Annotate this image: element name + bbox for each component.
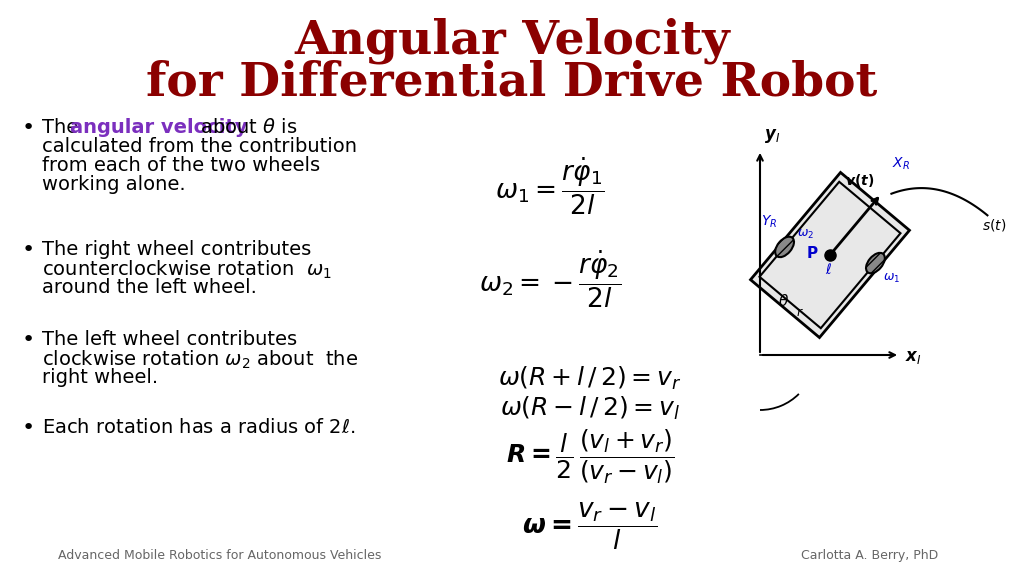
Text: •: • [22,240,35,260]
Text: $\boldsymbol{R = \dfrac{l}{2}\,\dfrac{(v_l + v_r)}{(v_r - v_l)}}$: $\boldsymbol{R = \dfrac{l}{2}\,\dfrac{(v… [506,428,674,486]
Bar [760,182,900,328]
Text: Each rotation has a radius of $2\ell$.: Each rotation has a radius of $2\ell$. [42,418,355,437]
Text: $r$: $r$ [797,306,804,319]
Text: $\omega(R + l\,/\,2) = v_r$: $\omega(R + l\,/\,2) = v_r$ [499,365,682,392]
Bar [751,172,909,338]
Text: $\omega_1$: $\omega_1$ [884,271,901,285]
Ellipse shape [775,237,794,257]
Text: working alone.: working alone. [42,175,185,194]
Text: •: • [22,418,35,438]
Text: $X_R$: $X_R$ [893,156,910,172]
Text: $\ell$: $\ell$ [825,262,831,277]
Text: $\boldsymbol{x}_I$: $\boldsymbol{x}_I$ [905,348,922,366]
Text: •: • [22,330,35,350]
Text: $\boldsymbol{v(t)}$: $\boldsymbol{v(t)}$ [845,172,874,189]
Text: $\boldsymbol{y}_I$: $\boldsymbol{y}_I$ [764,127,780,145]
Ellipse shape [866,253,885,274]
Text: The: The [42,118,85,137]
Text: counterclockwise rotation  $\omega_1$: counterclockwise rotation $\omega_1$ [42,259,332,281]
Text: P: P [807,245,817,260]
Text: from each of the two wheels: from each of the two wheels [42,156,321,175]
Text: for Differential Drive Robot: for Differential Drive Robot [146,60,878,106]
Text: $\boldsymbol{\omega = \dfrac{v_r - v_l}{l}}$: $\boldsymbol{\omega = \dfrac{v_r - v_l}{… [522,500,657,552]
Text: angular velocity: angular velocity [70,118,248,137]
Text: $Y_R$: $Y_R$ [761,213,777,230]
Text: Angular Velocity: Angular Velocity [294,18,730,65]
Text: The right wheel contributes: The right wheel contributes [42,240,311,259]
Text: •: • [22,118,35,138]
Text: $\omega_2$: $\omega_2$ [797,228,814,241]
Text: Carlotta A. Berry, PhD: Carlotta A. Berry, PhD [802,549,939,562]
Text: calculated from the contribution: calculated from the contribution [42,137,357,156]
Text: The left wheel contributes: The left wheel contributes [42,330,297,349]
Text: about $\theta$ is: about $\theta$ is [194,118,297,137]
Text: Advanced Mobile Robotics for Autonomous Vehicles: Advanced Mobile Robotics for Autonomous … [58,549,382,562]
Text: $\omega(R - l\,/\,2) = v_l$: $\omega(R - l\,/\,2) = v_l$ [500,395,680,422]
Text: right wheel.: right wheel. [42,368,158,387]
Text: $\omega_1 = \dfrac{r\dot{\varphi}_1}{2l}$: $\omega_1 = \dfrac{r\dot{\varphi}_1}{2l}… [495,155,605,217]
Text: clockwise rotation $\omega_2$ about  the: clockwise rotation $\omega_2$ about the [42,349,358,372]
Text: $\theta$: $\theta$ [778,293,790,309]
Text: $s(t)$: $s(t)$ [982,217,1007,233]
Text: $\omega_2 = -\dfrac{r\dot{\varphi}_2}{2l}$: $\omega_2 = -\dfrac{r\dot{\varphi}_2}{2l… [479,248,622,309]
Text: around the left wheel.: around the left wheel. [42,278,257,297]
